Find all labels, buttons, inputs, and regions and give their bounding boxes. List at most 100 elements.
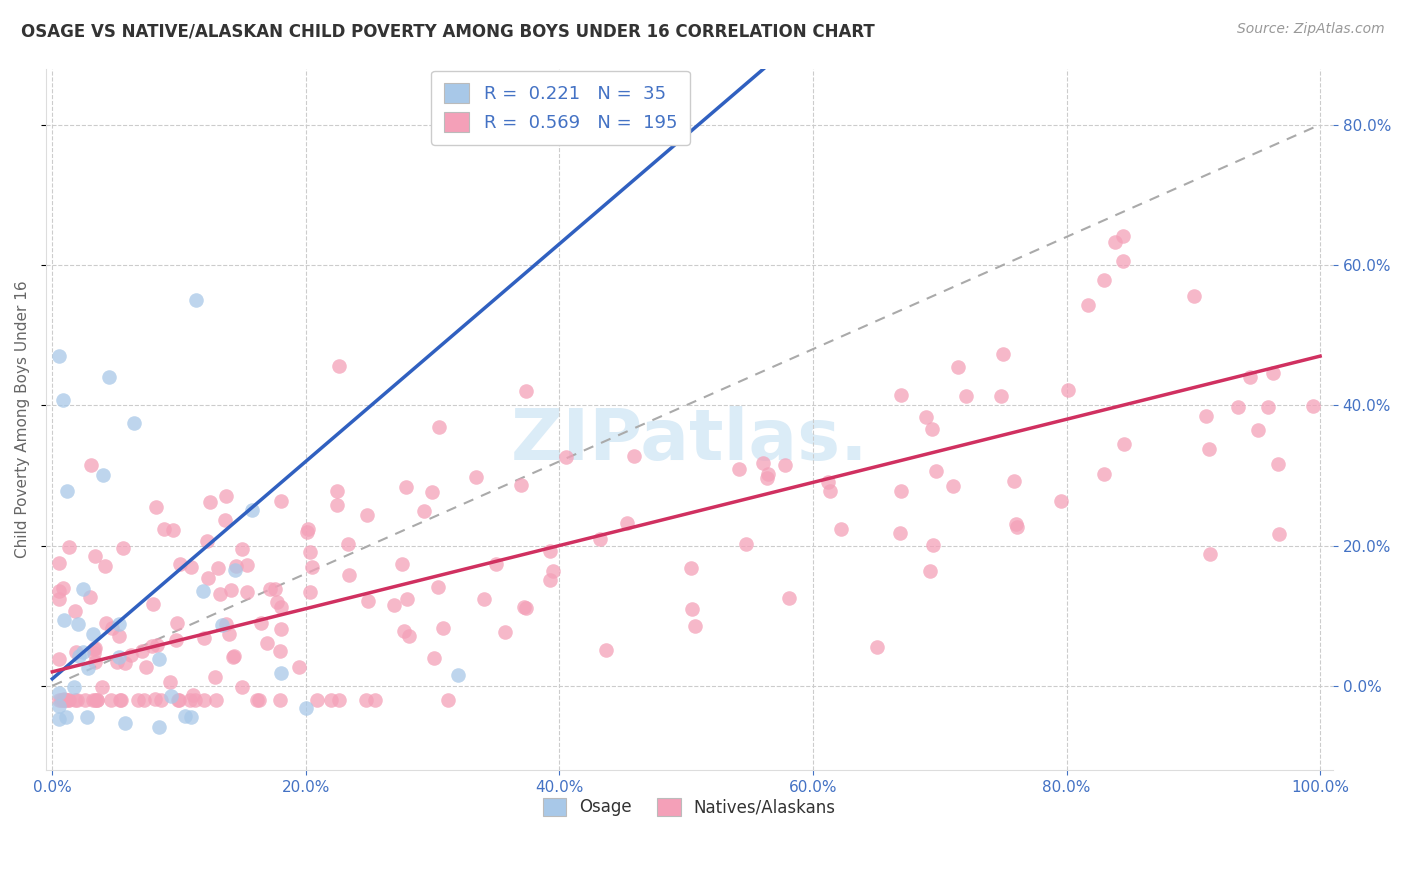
Point — [84, 549, 107, 563]
Point — [66, 693, 89, 707]
Point — [554, 450, 576, 464]
Point — [204, 671, 226, 685]
Point — [1198, 442, 1220, 456]
Point — [773, 458, 796, 472]
Point — [153, 522, 176, 536]
Point — [830, 522, 852, 536]
Point — [924, 464, 946, 478]
Point — [218, 627, 240, 641]
Point — [447, 668, 470, 682]
Point — [494, 625, 516, 640]
Point — [76, 710, 98, 724]
Point — [297, 522, 319, 536]
Point — [890, 387, 912, 401]
Point — [214, 490, 236, 504]
Point — [820, 484, 842, 499]
Point — [131, 643, 153, 657]
Point — [297, 524, 319, 539]
Point — [1267, 527, 1289, 541]
Point — [325, 484, 347, 499]
Point — [679, 560, 702, 574]
Point — [1104, 235, 1126, 249]
Point — [510, 478, 533, 492]
Point — [240, 503, 263, 517]
Point — [198, 495, 221, 509]
Point — [90, 680, 112, 694]
Point — [180, 560, 202, 574]
Point — [193, 693, 215, 707]
Point — [326, 499, 349, 513]
Point — [1227, 400, 1250, 414]
Point — [437, 693, 460, 707]
Point — [426, 580, 449, 594]
Point — [96, 616, 118, 631]
Point — [337, 567, 360, 582]
Point — [465, 469, 488, 483]
Point — [134, 693, 156, 707]
Point — [197, 534, 219, 549]
Point — [91, 468, 114, 483]
Point — [250, 616, 273, 631]
Point — [83, 642, 105, 657]
Point — [1257, 401, 1279, 415]
Point — [169, 557, 191, 571]
Point — [1114, 437, 1136, 451]
Point — [683, 619, 706, 633]
Point — [395, 480, 418, 494]
Point — [67, 649, 90, 664]
Point — [301, 560, 323, 574]
Point — [295, 701, 318, 715]
Point — [382, 598, 405, 612]
Point — [616, 516, 638, 530]
Point — [1239, 370, 1261, 384]
Point — [55, 710, 77, 724]
Point — [890, 484, 912, 499]
Point — [1004, 517, 1026, 532]
Point — [889, 526, 911, 541]
Point — [184, 293, 207, 307]
Point — [422, 485, 444, 500]
Point — [174, 709, 197, 723]
Point — [62, 680, 84, 694]
Point — [236, 558, 259, 572]
Point — [865, 640, 887, 654]
Point — [148, 651, 170, 665]
Point — [515, 384, 537, 398]
Point — [63, 693, 86, 707]
Point — [112, 541, 135, 555]
Point — [269, 693, 291, 707]
Point — [299, 585, 322, 599]
Text: Source: ZipAtlas.com: Source: ZipAtlas.com — [1237, 22, 1385, 37]
Point — [354, 693, 377, 707]
Point — [141, 639, 163, 653]
Point — [728, 462, 751, 476]
Point — [395, 592, 418, 607]
Point — [51, 693, 73, 707]
Point — [56, 693, 79, 707]
Point — [391, 557, 413, 571]
Point — [184, 693, 207, 707]
Point — [51, 693, 73, 707]
Point — [256, 636, 278, 650]
Point — [52, 393, 75, 408]
Point — [472, 591, 495, 606]
Point — [179, 693, 201, 707]
Point — [120, 648, 142, 662]
Point — [214, 513, 236, 527]
Legend: Osage, Natives/Alaskans: Osage, Natives/Alaskans — [534, 789, 844, 825]
Point — [180, 710, 202, 724]
Point — [485, 557, 508, 571]
Point — [1005, 520, 1028, 534]
Point — [817, 475, 839, 489]
Point — [94, 558, 117, 573]
Point — [52, 692, 75, 706]
Point — [1002, 475, 1025, 489]
Point — [105, 655, 128, 669]
Point — [204, 693, 226, 707]
Point — [76, 661, 98, 675]
Point — [114, 715, 136, 730]
Point — [1112, 228, 1135, 243]
Point — [167, 693, 190, 707]
Point — [1247, 423, 1270, 437]
Point — [991, 347, 1014, 361]
